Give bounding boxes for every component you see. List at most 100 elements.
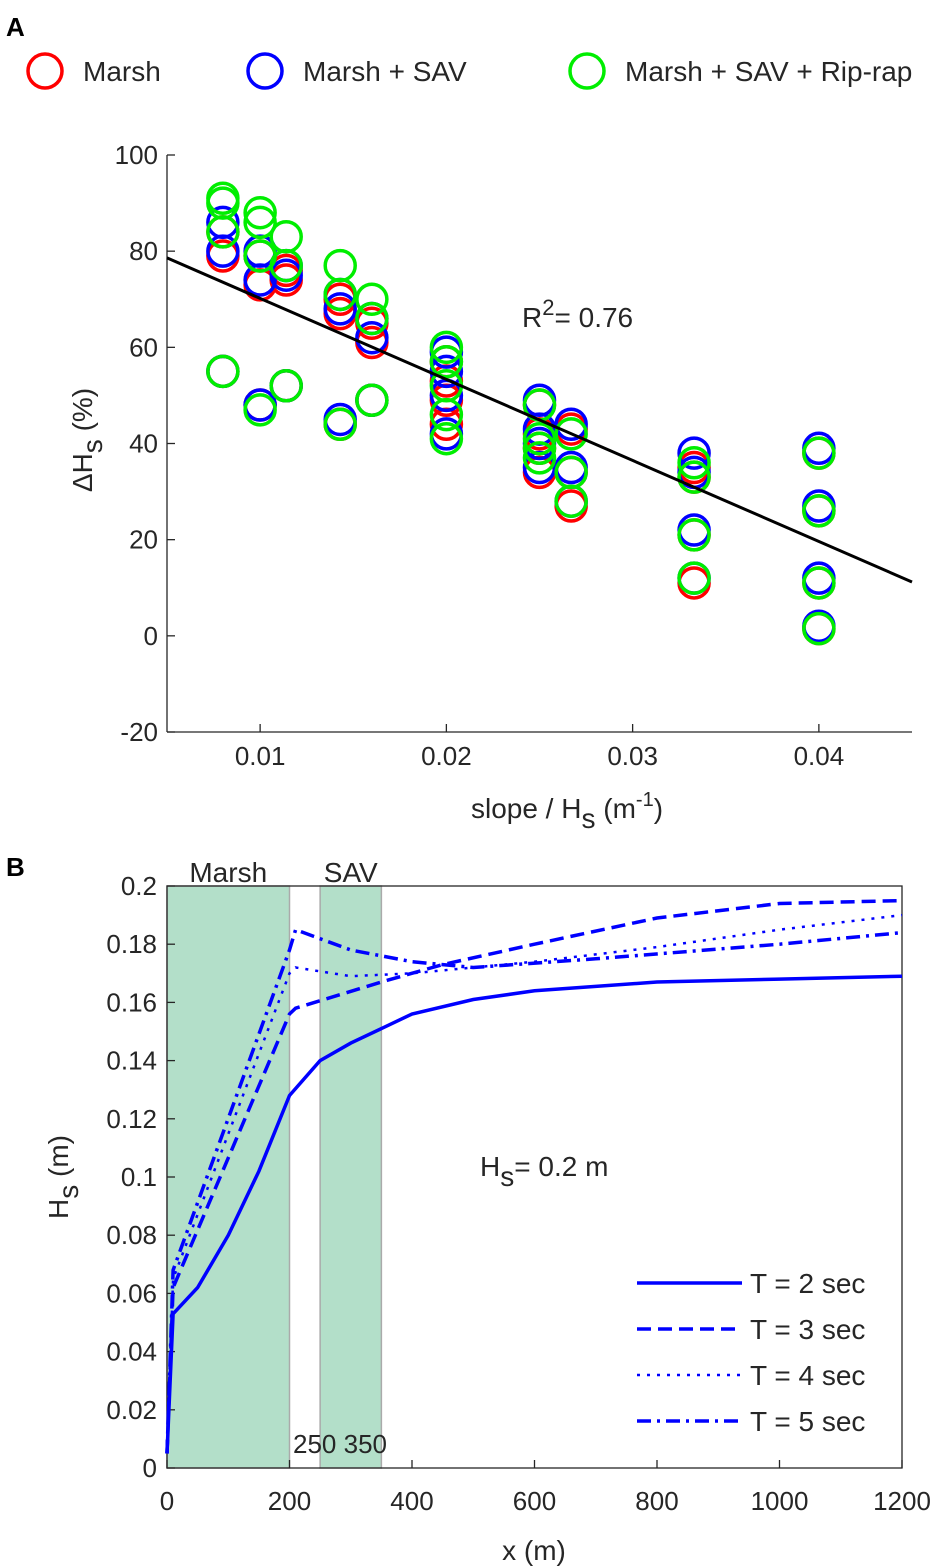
data-point-marsh-sav-rip-rap: [323, 407, 357, 442]
data-point-marsh-sav-rip-rap: [802, 566, 836, 600]
data-point-marsh-sav-rip-rap: [677, 561, 711, 595]
r-squared-annotation: R2= 0.76: [522, 295, 633, 333]
data-point-marsh-sav-rip-rap: [429, 330, 464, 365]
x-tick-label: 0.03: [607, 741, 658, 771]
data-point-marsh-sav-rip-rap: [269, 369, 303, 403]
series-line-solid: [165, 974, 903, 1454]
y-tick-label: 0.02: [106, 1395, 157, 1425]
panel-a-scatter: Marsh Marsh + SAV Marsh + SAV + Rip-rap -20…: [26, 52, 913, 834]
data-point-marsh-sav-rip-rap: [677, 445, 711, 480]
legend-label-0: Marsh: [83, 56, 161, 87]
data-point-marsh-sav-rip-rap: [206, 354, 240, 389]
data-point-marsh-sav-rip-rap: [243, 195, 277, 230]
y-tick-label: 0.04: [106, 1337, 157, 1367]
y-tick-label: 0.2: [121, 871, 157, 901]
data-point-marsh-sav-rip-rap: [802, 436, 836, 470]
data-point-marsh-sav-rip-rap: [269, 219, 303, 254]
legend-marker-2: [568, 52, 606, 90]
data-point-marsh-sav-rip-rap: [243, 205, 277, 240]
data-point-marsh-sav-rip-rap: [554, 455, 588, 490]
y-axis-label: ΔHs (%): [67, 388, 108, 492]
y-axis-label-part: (m): [43, 1135, 74, 1185]
data-point-marsh-sav-rip-rap: [677, 518, 711, 552]
data-point-marsh-sav-rip-rap: [802, 494, 836, 528]
data-point-marsh-sav-rip-rap: [355, 301, 389, 336]
r-squared-annotation-part: 2: [542, 295, 554, 320]
data-point-marsh-sav: [206, 205, 240, 240]
legend-label-dashdot: T = 5 sec: [750, 1406, 865, 1437]
x-tick-label: 0.04: [794, 741, 845, 771]
x-axis-label-part: -1: [636, 789, 654, 811]
panel-label-a: A: [6, 12, 25, 42]
panel-label-b: B: [6, 852, 25, 882]
data-point-marsh-sav: [269, 258, 303, 292]
data-point-marsh-sav-rip-rap: [243, 393, 277, 427]
x-tick-label: 0: [160, 1486, 174, 1516]
x-axis-label-part: ): [654, 793, 663, 824]
y-tick-label: 0.12: [106, 1104, 157, 1134]
legend-marker-1: [246, 52, 284, 90]
data-point-marsh-sav-rip-rap: [355, 383, 389, 417]
y-axis-label: Hs (m): [43, 1135, 84, 1219]
x-tick-label: 800: [635, 1486, 678, 1516]
data-point-marsh-sav-rip-rap: [206, 181, 240, 216]
data-point-marsh-sav-rip-rap: [323, 248, 357, 283]
y-axis-label-part: s: [77, 439, 108, 453]
series-line-dashdot: [165, 927, 903, 1454]
x-tick-label: 1000: [751, 1486, 809, 1516]
x-tick-label: 0.02: [421, 741, 472, 771]
y-tick-label: 40: [129, 429, 158, 459]
x-axis-label-part: s: [581, 803, 595, 834]
data-point-marsh-sav-rip-rap: [802, 611, 836, 646]
legend-label-1: Marsh + SAV: [303, 56, 467, 87]
panel-b-line-chart: Marsh SAV 0 0.02 0.04 0.06 0.08 0.1 0.12 0.14 0.16…: [43, 857, 931, 1566]
x-tick-label: 0.01: [235, 741, 286, 771]
x-axis-label: x (m): [502, 1535, 566, 1566]
y-tick-label: 0: [143, 1453, 157, 1483]
y-tick-label: 60: [129, 332, 158, 362]
data-point-marsh-sav: [677, 436, 711, 470]
x-tick-label: 600: [513, 1486, 556, 1516]
y-tick-label: 0.06: [106, 1278, 157, 1308]
y-axis-label-part: H: [43, 1199, 74, 1219]
y-tick-label: 20: [129, 525, 158, 555]
legend-label-dashed: T = 3 sec: [750, 1314, 865, 1345]
y-axis-label-part: ΔH: [67, 453, 98, 492]
data-point-marsh-sav: [554, 407, 588, 442]
data-point-marsh-sav-rip-rap: [522, 441, 557, 475]
y-axis-label-part: s: [53, 1185, 84, 1199]
data-point-marsh-sav-rip-rap: [677, 460, 711, 494]
data-point-marsh-sav-rip-rap: [522, 421, 557, 456]
series-line-dashed: [165, 898, 903, 1454]
y-tick-label: 80: [129, 236, 158, 266]
hs-annotation-part: s: [500, 1161, 514, 1192]
x-tick-label: 400: [390, 1486, 433, 1516]
y-tick-label: 0.18: [106, 929, 157, 959]
legend-label-2: Marsh + SAV + Rip-rap: [625, 56, 912, 87]
region-label-sav: SAV: [324, 857, 378, 888]
legend-label-dotted: T = 4 sec: [750, 1360, 865, 1391]
data-point-marsh-sav-rip-rap: [429, 345, 464, 379]
y-tick-label: 0: [144, 621, 158, 651]
y-tick-label: 0.14: [106, 1046, 157, 1076]
r-squared-annotation-part: = 0.76: [554, 302, 633, 333]
y-tick-label: 0.1: [121, 1162, 157, 1192]
region-sav: [319, 885, 383, 1469]
x-tick-label: 1200: [873, 1486, 931, 1516]
data-point-marsh-sav: [323, 292, 357, 326]
region-bounds-annotation: 250 350: [293, 1429, 387, 1459]
y-tick-label: 100: [115, 140, 158, 170]
x-tick-label: 200: [268, 1486, 311, 1516]
data-point-marsh-sav-rip-rap: [355, 282, 389, 316]
region-label-marsh: Marsh: [189, 857, 267, 888]
x-axis-label-part: slope / H: [471, 793, 582, 824]
hs-annotation-part: H: [480, 1151, 500, 1182]
x-axis-label-part: (m: [595, 793, 635, 824]
data-point-marsh-sav-rip-rap: [522, 431, 557, 466]
regression-line: [166, 256, 913, 584]
legend-marker-0: [26, 52, 64, 90]
y-tick-label: 0.08: [106, 1220, 157, 1250]
y-axis-label-part: (%): [67, 388, 98, 439]
y-tick-label: 0.16: [106, 987, 157, 1017]
